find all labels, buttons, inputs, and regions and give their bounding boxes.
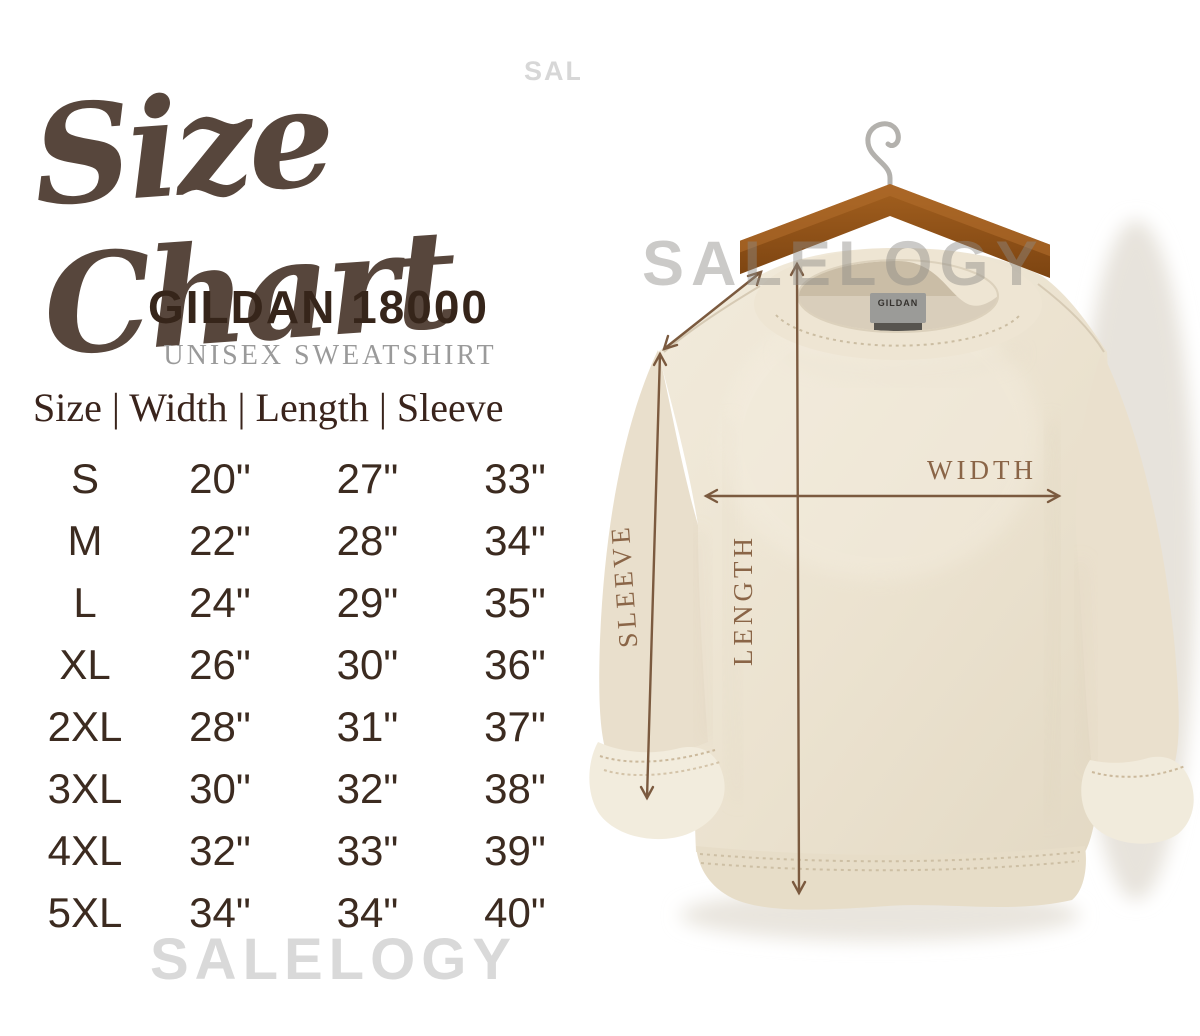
- width-cell: 28": [189, 703, 251, 750]
- length-cell: 31": [336, 703, 399, 750]
- size-cell: 5XL: [47, 889, 123, 936]
- table-header: Size | Width | Length | Sleeve: [33, 385, 504, 430]
- width-label: WIDTH: [927, 455, 1037, 485]
- size-cell: 2XL: [47, 703, 123, 750]
- length-cell: 27": [336, 455, 399, 502]
- size-table: S 20" 27" 33" M 22" 28" 34" L 24" 29" 35" XL 26" 30" 36…: [25, 448, 590, 944]
- right-cuff: [1081, 756, 1194, 844]
- width-cell: 32": [189, 827, 251, 874]
- sweatshirt: [589, 248, 1194, 910]
- sleeve-cell: 38": [484, 765, 546, 812]
- table-row: XL 26" 30" 36": [25, 634, 590, 696]
- collar: [754, 248, 1042, 360]
- sleeve-cell: 40": [484, 889, 546, 936]
- sleeve-cell: 35": [484, 579, 546, 626]
- shoulder-diagonal-arrow: [662, 270, 763, 351]
- sleeve-cell: 34": [484, 517, 546, 564]
- width-arrow: [703, 488, 1062, 504]
- width-cell: 20": [189, 455, 251, 502]
- hem-band: [696, 846, 1086, 910]
- width-cell: 34": [189, 889, 251, 936]
- table-row: 4XL 32" 33" 39": [25, 820, 590, 882]
- size-cell: M: [67, 517, 103, 564]
- length-cell: 29": [336, 579, 399, 626]
- length-label: LENGTH: [728, 534, 758, 666]
- size-cell: 4XL: [47, 827, 123, 874]
- table-row: S 20" 27" 33": [25, 448, 590, 510]
- measure-arrows: [639, 261, 1062, 896]
- width-cell: 24": [189, 579, 251, 626]
- sleeve-cell: 39": [484, 827, 546, 874]
- length-cell: 32": [336, 765, 399, 812]
- length-cell: 33": [336, 827, 399, 874]
- length-arrow: [789, 261, 807, 896]
- sleeve-cell: 33": [484, 455, 546, 502]
- width-cell: 22": [189, 517, 251, 564]
- sleeve-arrow: [639, 351, 668, 801]
- table-row: 2XL 28" 31" 37": [25, 696, 590, 758]
- length-cell: 34": [336, 889, 399, 936]
- hanger-hook: [865, 121, 901, 199]
- sleeve-cell: 37": [484, 703, 546, 750]
- size-cell: S: [70, 455, 99, 502]
- sweatshirt-photo: GILDAN: [580, 0, 1200, 1036]
- svg-text:GILDAN: GILDAN: [878, 298, 919, 308]
- table-row: 5XL 34" 34" 40": [25, 882, 590, 944]
- table-row: L 24" 29" 35": [25, 572, 590, 634]
- watermark-middle: SALELOGY: [642, 229, 1045, 299]
- left-cuff: [589, 742, 725, 840]
- hanger: [740, 121, 1050, 279]
- sleeve-cell: 36": [484, 641, 546, 688]
- width-cell: 30": [189, 765, 251, 812]
- length-cell: 28": [336, 517, 399, 564]
- product-name: GILDAN 18000: [148, 281, 490, 333]
- table-row: 3XL 30" 32" 38": [25, 758, 590, 820]
- length-cell: 30": [336, 641, 399, 688]
- size-cell: 3XL: [47, 765, 123, 812]
- width-cell: 26": [189, 641, 251, 688]
- size-cell: L: [73, 579, 97, 626]
- size-cell: XL: [59, 641, 111, 688]
- watermark-bottom: SALELOGY: [150, 927, 518, 992]
- table-row: M 22" 28" 34": [25, 510, 590, 572]
- product-subtitle: UNISEX SWEATSHIRT: [163, 340, 497, 371]
